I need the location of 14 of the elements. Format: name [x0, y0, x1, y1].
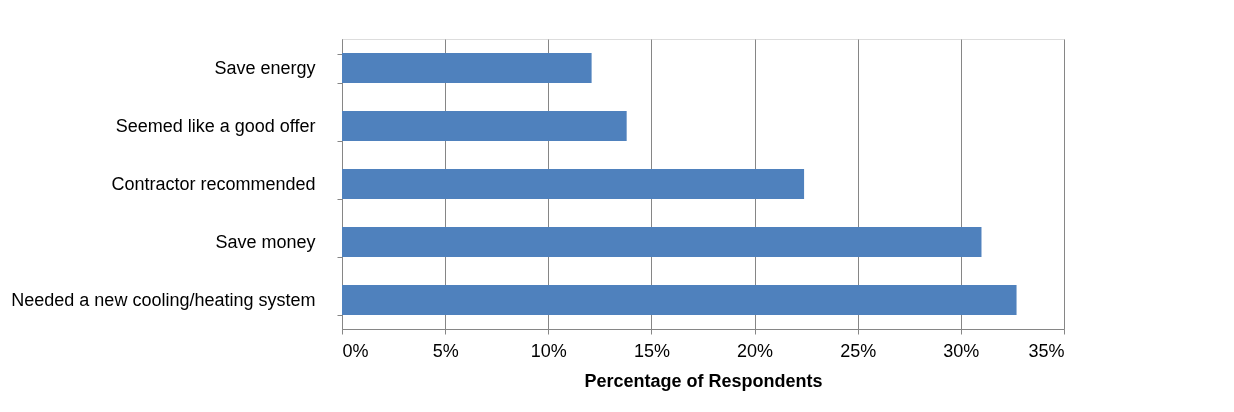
x-tick-label: 0%	[342, 340, 369, 361]
x-tick-label: 25%	[840, 340, 877, 361]
x-tick-label: 35%	[1028, 340, 1065, 361]
y-tick-label: Save money	[215, 231, 316, 252]
x-tick-label: 15%	[633, 340, 670, 361]
x-tick-label: 5%	[432, 340, 459, 361]
y-tick-label: Needed a new cooling/heating system	[11, 289, 316, 310]
x-tick-label: 10%	[530, 340, 567, 361]
x-tick-label: 20%	[737, 340, 774, 361]
y-tick-label: Seemed like a good offer	[115, 115, 316, 136]
y-tick-label: Save energy	[214, 57, 316, 78]
x-axis-title: Percentage of Respondents	[584, 370, 823, 391]
x-tick-label: 30%	[943, 340, 980, 361]
y-tick-label: Contractor recommended	[111, 173, 316, 194]
